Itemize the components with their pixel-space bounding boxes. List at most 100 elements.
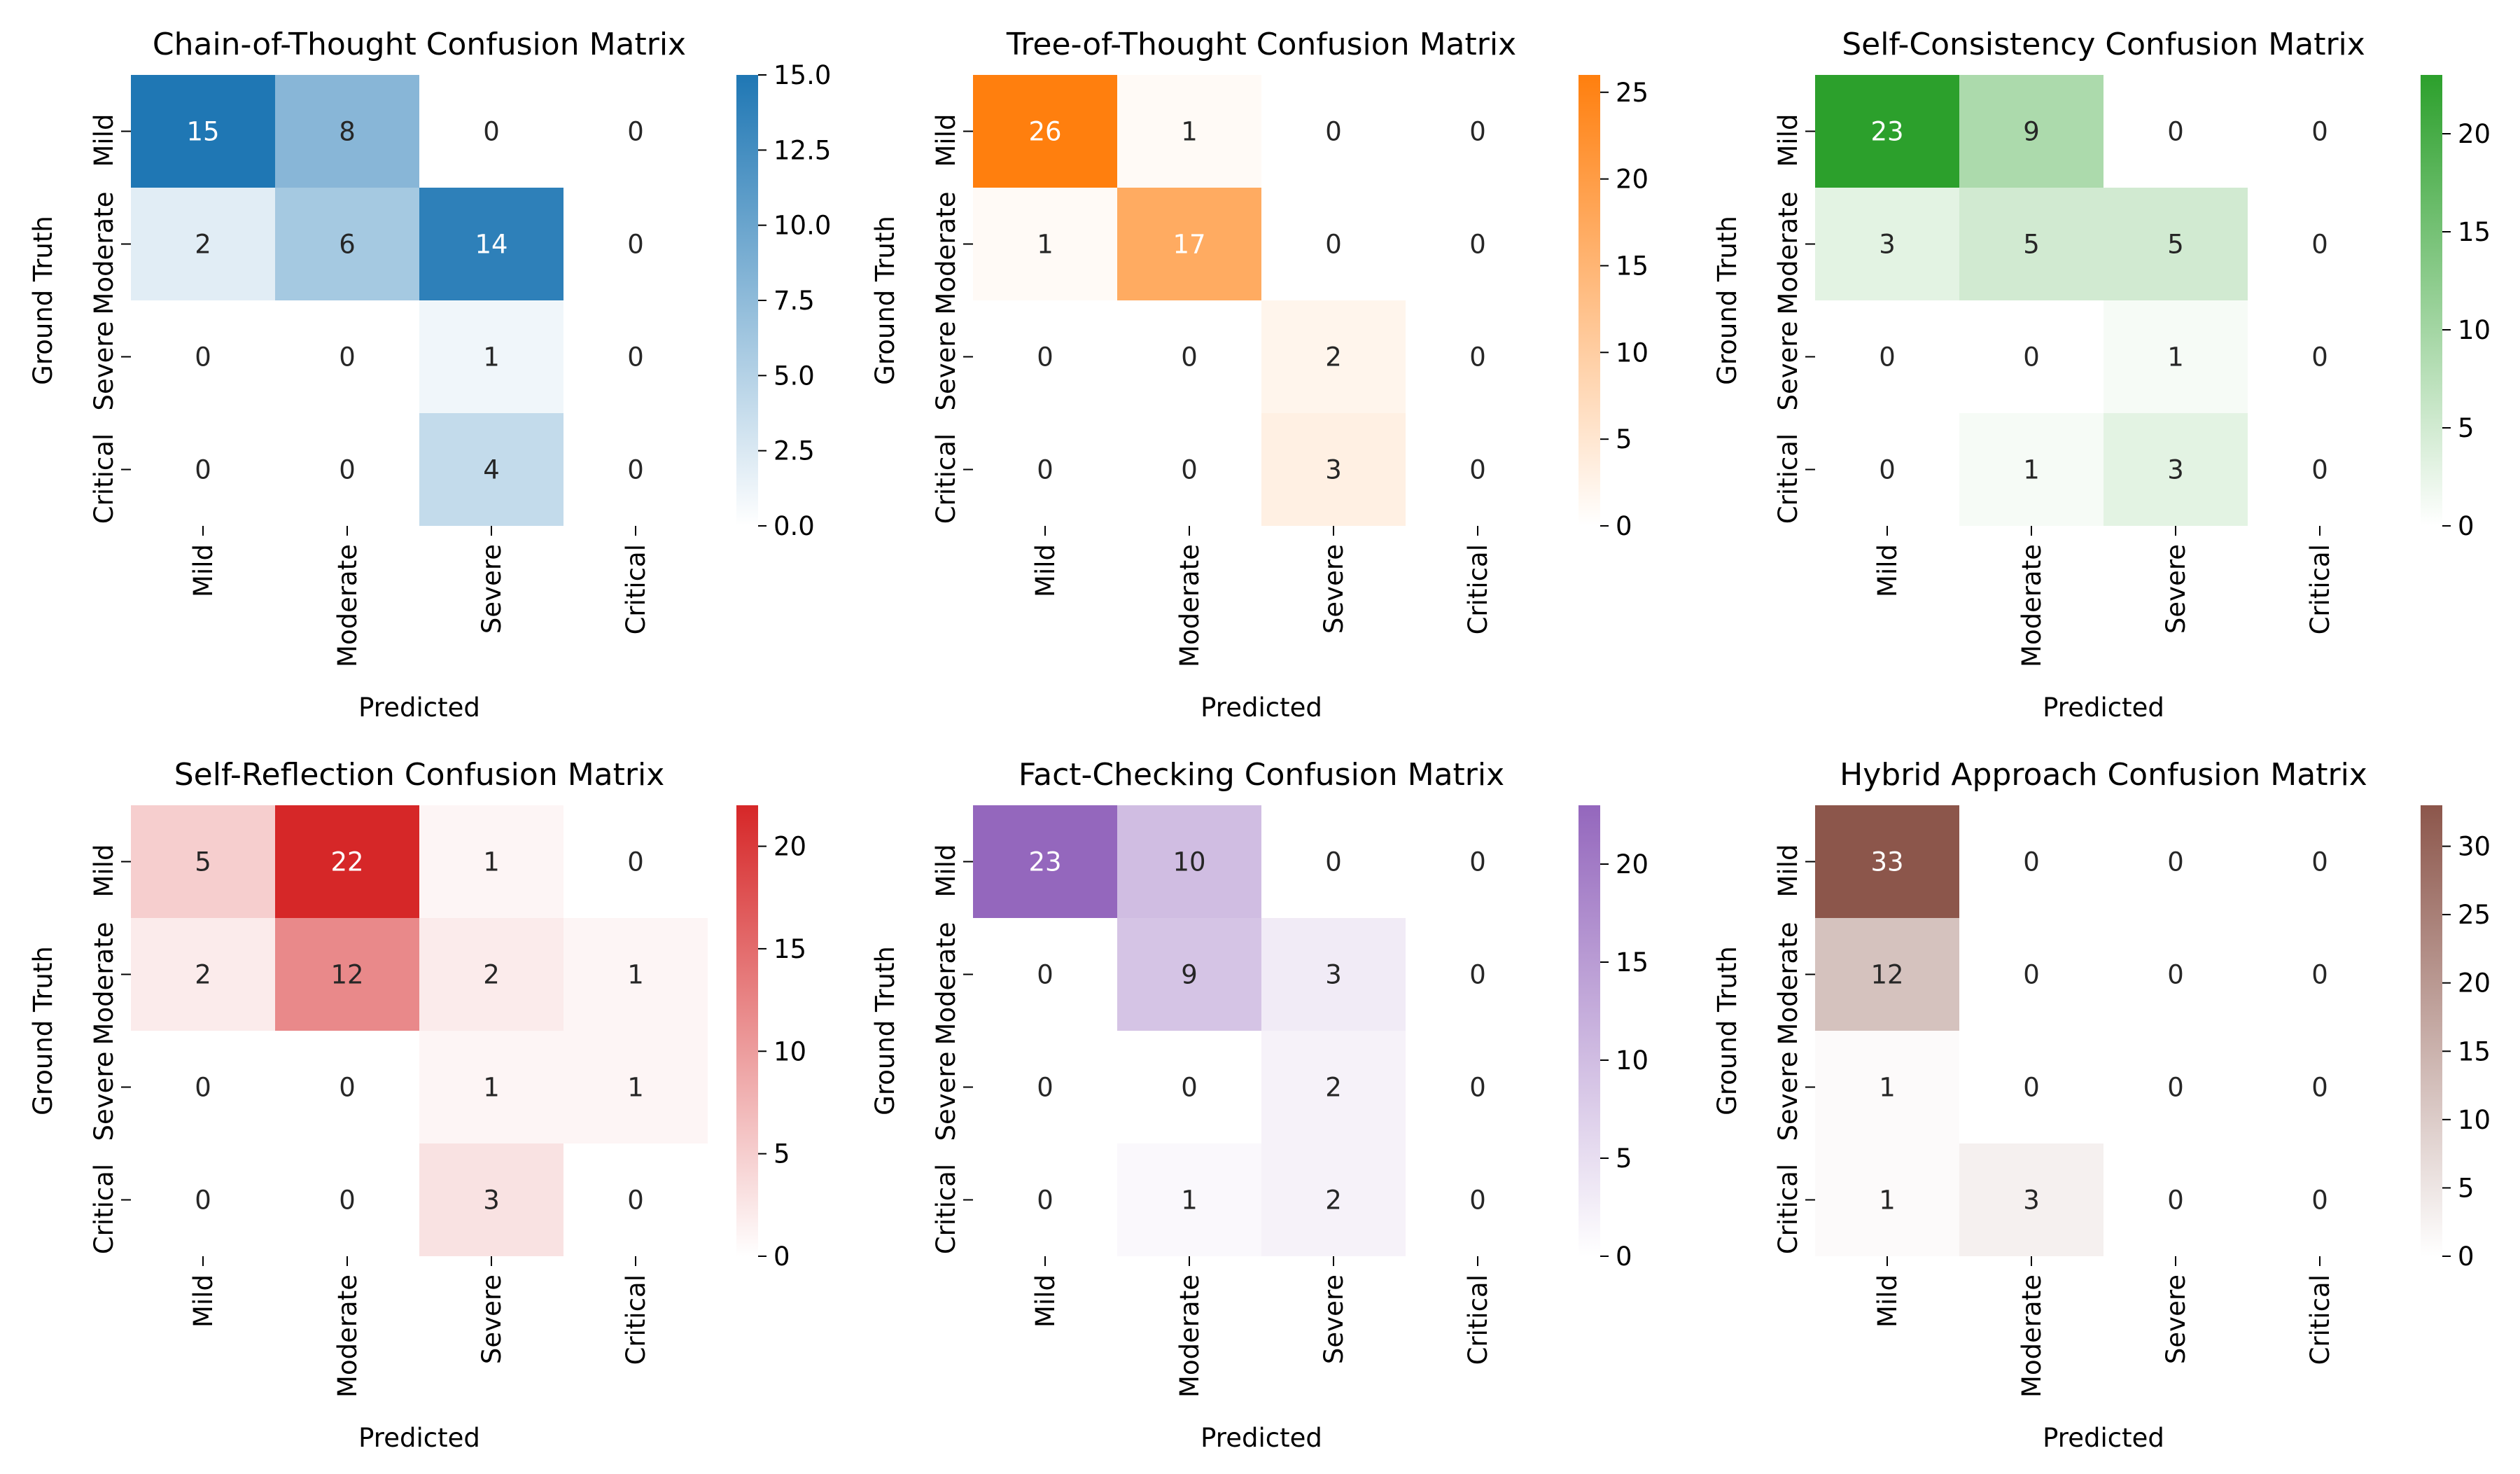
colorbar-tick-label: 0 xyxy=(2458,511,2474,541)
y-tick-label: Moderate xyxy=(1773,922,1803,1045)
colorbar-tick-label: 10 xyxy=(2458,315,2491,345)
x-tick-label: Critical xyxy=(2305,1274,2335,1365)
y-tick-label: Critical xyxy=(931,1164,961,1254)
colorbar-tick-label: 15 xyxy=(1616,251,1648,281)
heatmap-cell xyxy=(1815,805,1959,918)
y-axis-label: Ground Truth xyxy=(870,216,900,385)
colorbar-tick-label: 10 xyxy=(2458,1105,2491,1135)
heatmap-cell xyxy=(1261,918,1406,1031)
cell-value-label: 22 xyxy=(330,847,363,877)
cell-value-label: 0 xyxy=(2167,117,2184,147)
x-tick-label: Moderate xyxy=(2017,544,2047,667)
y-tick-label: Moderate xyxy=(89,922,119,1045)
colorbar-tick-label: 2.5 xyxy=(774,436,815,466)
colorbar-tick-label: 10.0 xyxy=(774,211,831,241)
colorbar-tick-label: 25 xyxy=(1616,78,1648,108)
x-tick-label: Moderate xyxy=(2017,1274,2047,1398)
colorbar-tick-label: 10 xyxy=(774,1036,806,1066)
heatmap-panel-3: Self-Consistency Confusion Matrix 23 9 0 0 3 5… xyxy=(1712,27,2491,723)
cell-value-label: 0 xyxy=(339,342,356,373)
cell-value-label: 12 xyxy=(330,960,363,990)
colorbar xyxy=(2421,805,2442,1256)
cell-value-label: 0 xyxy=(195,1186,211,1216)
cell-value-label: 1 xyxy=(483,847,500,877)
y-tick-label: Critical xyxy=(931,433,961,524)
cell-value-label: 0 xyxy=(627,455,644,485)
x-tick-label: Severe xyxy=(1319,1274,1349,1364)
colorbar-tick-label: 0.0 xyxy=(774,511,815,541)
y-axis-label: Ground Truth xyxy=(28,216,58,385)
heatmap-cell xyxy=(419,300,564,413)
cell-value-label: 3 xyxy=(483,1186,500,1216)
cell-value-label: 9 xyxy=(1181,960,1198,990)
cell-value-label: 9 xyxy=(2023,117,2040,147)
x-tick-label: Mild xyxy=(188,544,218,597)
cell-value-label: 0 xyxy=(1879,342,1896,373)
cell-value-label: 8 xyxy=(339,117,356,147)
x-axis-label: Predicted xyxy=(2043,693,2164,723)
cell-value-label: 0 xyxy=(195,342,211,373)
y-tick-label: Severe xyxy=(89,321,119,410)
heatmap-cell xyxy=(419,918,564,1031)
heatmap-cell xyxy=(1959,75,2104,188)
cell-value-label: 0 xyxy=(1325,230,1342,260)
cell-value-label: 5 xyxy=(2167,230,2184,260)
cell-value-label: 0 xyxy=(2023,1073,2040,1103)
cell-value-label: 14 xyxy=(475,230,507,260)
cell-value-label: 2 xyxy=(195,960,211,990)
heatmap-cell xyxy=(419,188,564,300)
colorbar-tick-label: 20 xyxy=(774,832,806,862)
heatmap-cell xyxy=(1959,1143,2104,1256)
cell-value-label: 2 xyxy=(483,960,500,990)
cell-value-label: 1 xyxy=(627,960,644,990)
cell-value-label: 3 xyxy=(1325,960,1342,990)
cell-value-label: 0 xyxy=(483,117,500,147)
colorbar-tick-label: 10 xyxy=(1616,1045,1648,1076)
x-axis-label: Predicted xyxy=(1200,693,1322,723)
y-tick-label: Critical xyxy=(1773,1164,1803,1254)
heatmap-cell xyxy=(275,188,419,300)
heatmap-cell xyxy=(419,1031,564,1143)
y-tick-label: Mild xyxy=(89,844,119,898)
cell-value-label: 0 xyxy=(2167,1073,2184,1103)
colorbar xyxy=(1578,75,1600,526)
heatmap-cell xyxy=(564,1031,708,1143)
y-tick-label: Critical xyxy=(89,433,119,524)
colorbar-tick-label: 0 xyxy=(2458,1242,2474,1272)
y-tick-label: Severe xyxy=(931,1051,961,1141)
y-tick-label: Severe xyxy=(931,321,961,410)
x-axis-label: Predicted xyxy=(358,693,480,723)
y-axis-label: Ground Truth xyxy=(870,946,900,1115)
cell-value-label: 3 xyxy=(1879,230,1896,260)
cell-value-label: 1 xyxy=(1181,117,1198,147)
x-tick-label: Severe xyxy=(1319,544,1349,634)
cell-value-label: 0 xyxy=(627,1186,644,1216)
y-tick-label: Moderate xyxy=(89,192,119,315)
cell-value-label: 0 xyxy=(1181,455,1198,485)
heatmap-cell xyxy=(1815,1031,1959,1143)
x-tick-label: Moderate xyxy=(1175,1274,1205,1398)
cell-value-label: 23 xyxy=(1028,847,1061,877)
cell-value-label: 0 xyxy=(2023,847,2040,877)
colorbar-tick-label: 5 xyxy=(774,1139,790,1169)
cell-value-label: 0 xyxy=(1469,1073,1486,1103)
heatmap-cell xyxy=(275,918,419,1031)
heatmap-cell xyxy=(1959,188,2104,300)
colorbar xyxy=(736,75,758,526)
y-axis-label: Ground Truth xyxy=(28,946,58,1115)
cell-value-label: 0 xyxy=(195,455,211,485)
cell-value-label: 0 xyxy=(1037,455,1054,485)
x-tick-label: Moderate xyxy=(332,544,363,667)
cell-value-label: 0 xyxy=(1037,1186,1054,1216)
cell-value-label: 0 xyxy=(1469,117,1486,147)
cell-value-label: 0 xyxy=(2023,342,2040,373)
cell-value-label: 0 xyxy=(1469,455,1486,485)
colorbar-tick-label: 15 xyxy=(2458,217,2491,247)
chart-title: Self-Consistency Confusion Matrix xyxy=(1842,27,2365,62)
cell-value-label: 0 xyxy=(2311,1073,2328,1103)
cell-value-label: 1 xyxy=(2023,455,2040,485)
cell-value-label: 3 xyxy=(1325,455,1342,485)
x-axis-label: Predicted xyxy=(1200,1423,1322,1453)
